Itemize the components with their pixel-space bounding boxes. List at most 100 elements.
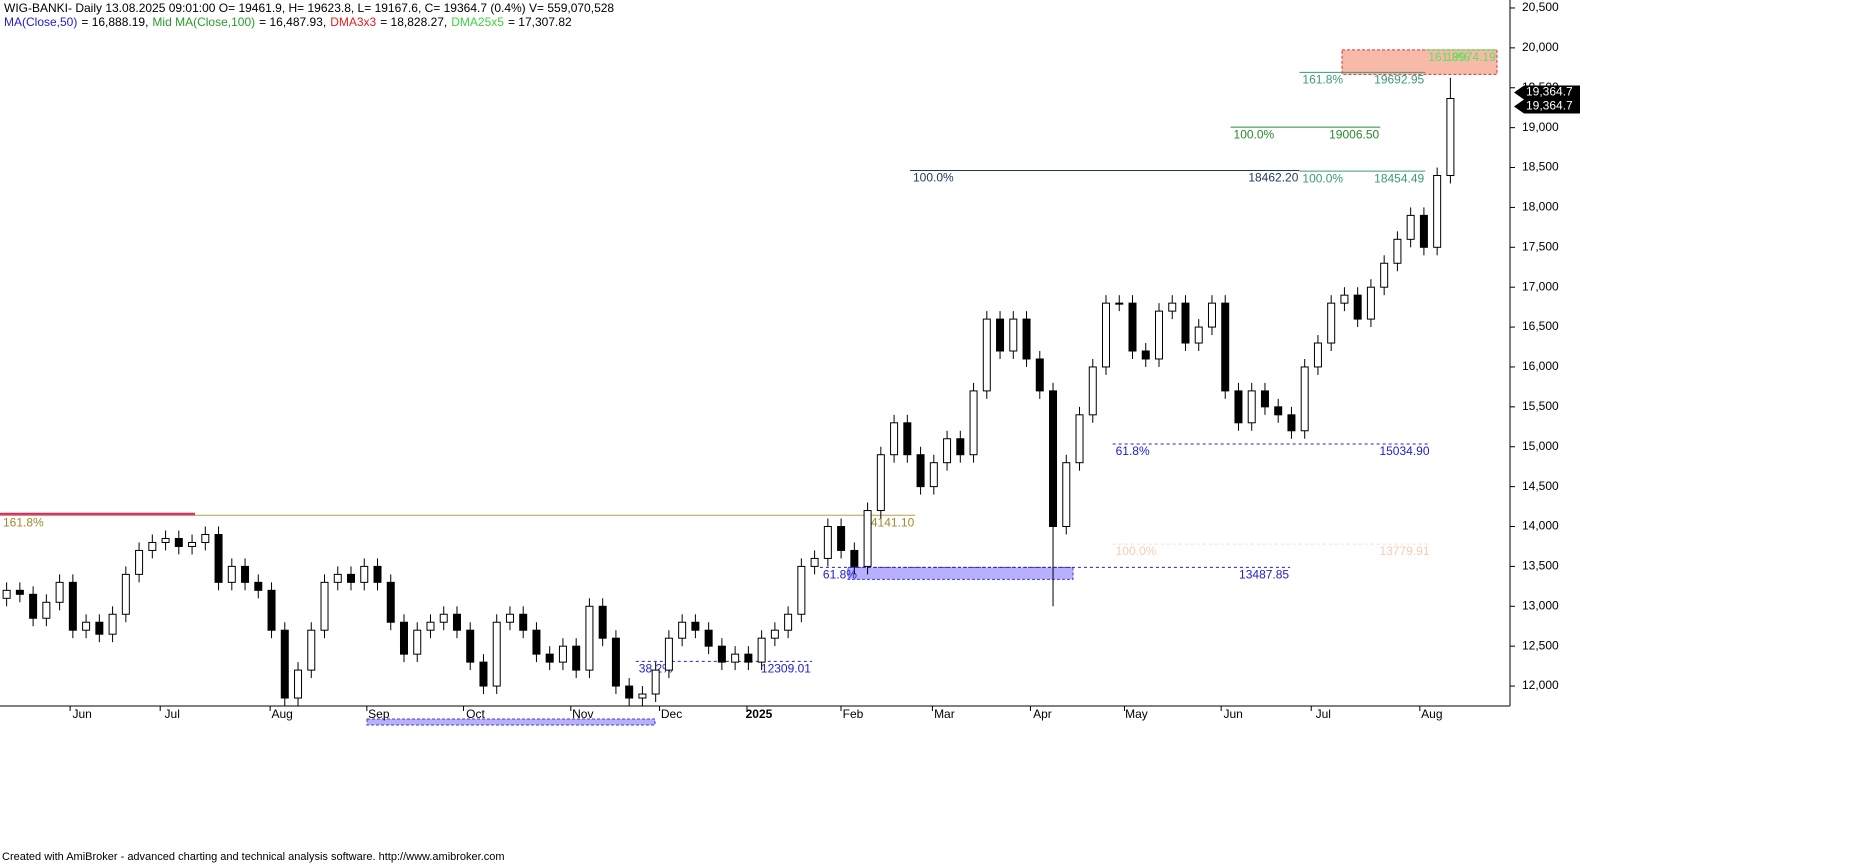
y-tick-label: 19,000 — [1522, 120, 1559, 134]
y-tick-label: 12,000 — [1522, 678, 1559, 692]
candle-body — [1274, 406, 1283, 416]
y-tick-label: 13,500 — [1522, 559, 1559, 573]
candle-body — [1419, 214, 1428, 248]
y-tick-label: 16,000 — [1522, 359, 1559, 373]
candle-body — [1035, 358, 1044, 392]
x-tick-label: Nov — [572, 707, 593, 721]
candle-body — [532, 629, 541, 655]
candle-body — [903, 422, 912, 456]
candle-body — [757, 637, 766, 663]
price-marker — [1514, 99, 1580, 114]
x-tick-label: Aug — [271, 707, 292, 721]
fib-name: 61.8% — [1116, 444, 1150, 458]
candle-body — [1181, 302, 1190, 344]
candle-body — [174, 537, 183, 547]
candle-body — [744, 653, 753, 663]
x-tick-label: Aug — [1421, 707, 1442, 721]
x-tick-label: Dec — [661, 707, 682, 721]
candle-body — [837, 526, 846, 551]
indicator-name: DMA25x5 — [451, 15, 504, 29]
candle-body — [214, 533, 223, 583]
candle-body — [148, 541, 157, 551]
candle-body — [188, 541, 197, 547]
candle-body — [1340, 294, 1349, 304]
indicator-value: = 17,307.82 — [507, 15, 572, 29]
support-box — [847, 566, 1074, 580]
candle-body — [135, 549, 144, 575]
candle-body — [1207, 302, 1216, 328]
candle-body — [280, 629, 289, 699]
candle-body — [1446, 98, 1455, 177]
candle-body — [505, 613, 514, 623]
candle-body — [15, 589, 24, 595]
candle-body — [399, 621, 408, 655]
y-tick-label: 18,000 — [1522, 200, 1559, 214]
candle-body — [121, 573, 130, 615]
candle-body — [770, 629, 779, 639]
candle-body — [863, 510, 872, 567]
candle-body — [1075, 414, 1084, 464]
fib-price: 15034.90 — [1379, 444, 1429, 458]
candle-body — [1234, 390, 1243, 424]
target-box — [1341, 49, 1498, 75]
price-marker — [1514, 85, 1580, 100]
candle-body — [42, 601, 51, 619]
candle-body — [95, 621, 104, 635]
candle-body — [294, 669, 303, 699]
y-tick-label: 16,500 — [1522, 319, 1559, 333]
candle-body — [982, 318, 991, 392]
fib-name: 161.8% — [3, 515, 44, 529]
candle-body — [108, 613, 117, 635]
candle-body — [969, 390, 978, 456]
candle-body — [558, 645, 567, 663]
indicator-name: MA(Close,50) — [4, 15, 78, 29]
fib-price: 19974.19 — [1446, 50, 1496, 64]
x-tick-label: May — [1125, 707, 1148, 721]
candle-body — [1433, 175, 1442, 248]
y-tick-label: 14,000 — [1522, 519, 1559, 533]
fib-name: 100.0% — [1234, 127, 1275, 141]
candle-body — [413, 629, 422, 655]
candle-body — [320, 581, 329, 631]
fib-name: 100.0% — [1116, 544, 1157, 558]
fib-name: 61.8% — [823, 568, 857, 582]
fib-price: 13779.91 — [1379, 544, 1429, 558]
candle-body — [466, 629, 475, 663]
candle-body — [731, 653, 740, 663]
candle-body — [625, 685, 634, 699]
candle-body — [1353, 294, 1362, 320]
candle-body — [651, 669, 660, 695]
candle-body — [1221, 302, 1230, 392]
x-tick-label: Feb — [843, 707, 864, 721]
candle-body — [492, 621, 501, 687]
candle-body — [68, 581, 77, 631]
x-tick-label: Sep — [368, 707, 390, 721]
candle-body — [347, 573, 356, 583]
fib-price: 19006.50 — [1329, 127, 1379, 141]
x-tick-label: Jun — [72, 707, 91, 721]
y-tick-label: 18,500 — [1522, 160, 1559, 174]
candle-body — [1168, 302, 1177, 312]
candle-body — [1009, 318, 1018, 352]
price-marker-label: 19,364.7 — [1526, 85, 1573, 99]
indicator-legend: MA(Close,50) = 16,888.19, Mid MA(Close,100… — [4, 15, 576, 29]
candle-body — [29, 593, 38, 619]
candle-body — [2, 589, 11, 599]
candle-body — [1049, 390, 1058, 528]
candle-body — [241, 565, 250, 583]
candle-body — [678, 621, 687, 639]
candle-body — [1287, 414, 1296, 432]
candle-body — [929, 462, 938, 488]
candle-body — [996, 318, 1005, 352]
candle-body — [876, 454, 885, 512]
candle-body — [479, 661, 488, 687]
candle-body — [161, 537, 170, 543]
candle-body — [1062, 462, 1071, 528]
candle-body — [82, 621, 91, 631]
fib-name: 161.8% — [1302, 73, 1343, 87]
y-tick-label: 17,500 — [1522, 239, 1559, 253]
candle-body — [1393, 238, 1402, 264]
